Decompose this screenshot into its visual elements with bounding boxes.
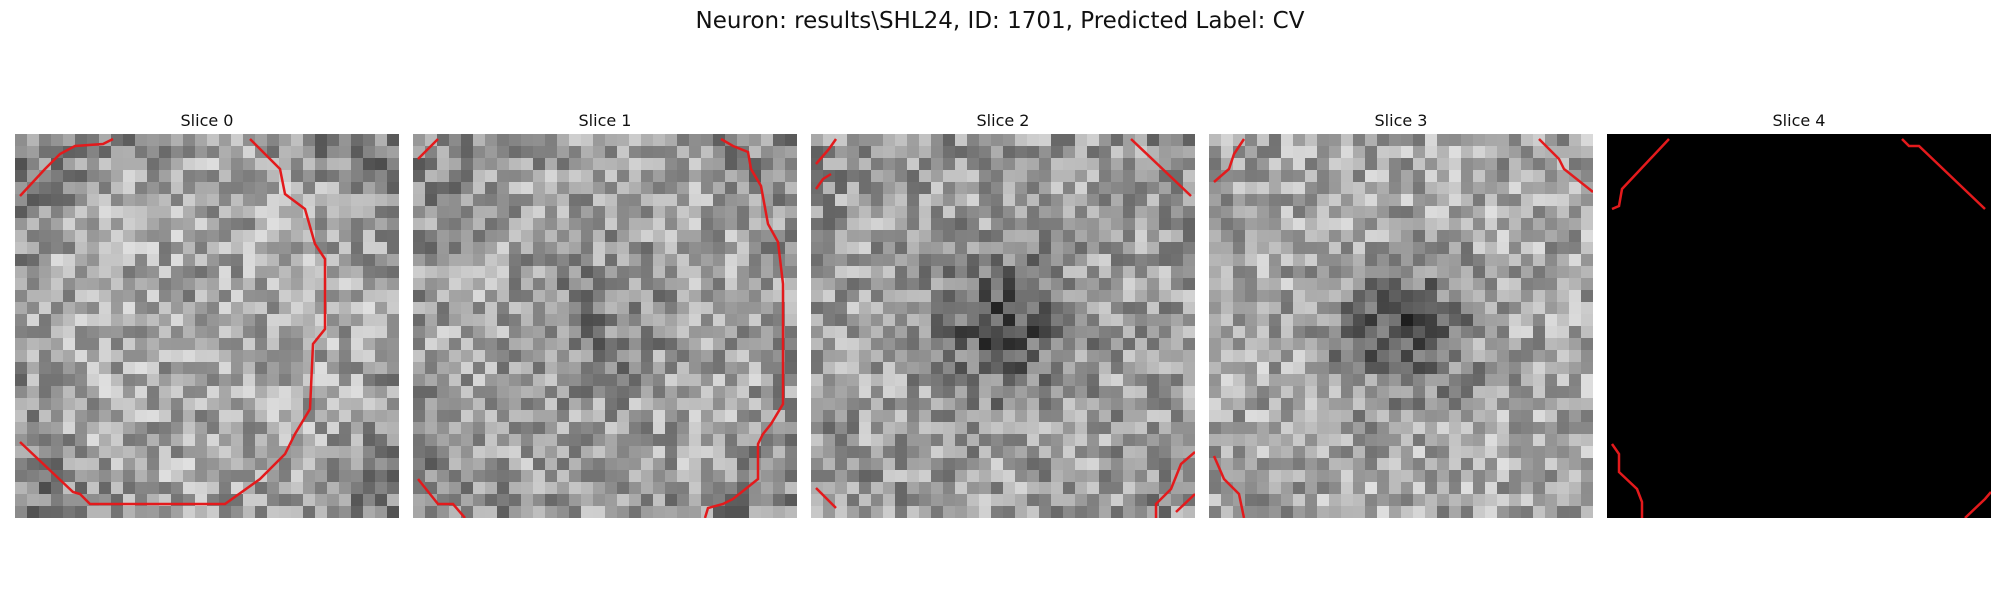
contour-line: [19, 138, 327, 506]
slice-image: [15, 134, 399, 518]
slice-title: Slice 3: [1374, 111, 1428, 130]
slice-panel: Slice 0: [15, 108, 399, 518]
contour-line: [815, 138, 838, 165]
slice-title: Slice 1: [578, 111, 632, 130]
figure-title: Neuron: results\SHL24, ID: 1701, Predict…: [695, 8, 1305, 34]
slice-image: [413, 134, 797, 518]
contour-line: [1538, 138, 1593, 193]
blank-slice-fill: [1607, 134, 1991, 518]
contour-line: [417, 138, 439, 160]
contour-line: [1610, 443, 1644, 518]
slice-panel: Slice 4: [1607, 108, 1991, 518]
slice-image: [811, 134, 1195, 518]
slice-title: Slice 2: [976, 111, 1030, 130]
contour-line: [19, 137, 114, 197]
contour-line: [1213, 138, 1246, 183]
contour-line: [1154, 451, 1195, 518]
contour-line: [1611, 138, 1670, 211]
contour-line: [417, 478, 466, 518]
contour-line: [1901, 138, 1986, 210]
slice-image: [1209, 134, 1593, 518]
slice-title: Slice 4: [1772, 111, 1826, 130]
slice-title: Slice 0: [180, 111, 234, 130]
slice-panel: Slice 2: [811, 108, 1195, 518]
contour-line: [1130, 138, 1192, 197]
contour-line: [1175, 493, 1195, 513]
contour-line: [1964, 491, 1991, 518]
slice-panel: Slice 1: [413, 108, 797, 518]
contour-line: [1212, 455, 1246, 518]
contour-line: [815, 487, 837, 509]
slice-image: [1607, 134, 1991, 518]
slice-panel: Slice 3: [1209, 108, 1593, 518]
contour-line: [814, 172, 832, 190]
contour-line: [703, 137, 785, 518]
